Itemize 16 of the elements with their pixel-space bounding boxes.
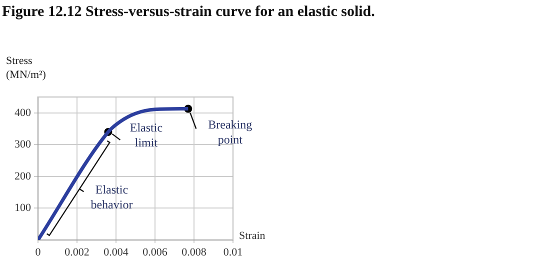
y-tick-label: 300 (14, 138, 32, 151)
x-axis-title: Strain (239, 230, 266, 242)
x-tick-label: 0.002 (64, 246, 90, 258)
annotation: Elastic limit (130, 120, 163, 150)
annotation: Elastic behavior (90, 182, 133, 212)
y-tick-label: 200 (14, 170, 32, 182)
y-tick-label: 100 (14, 202, 32, 214)
x-tick-label: 0.01 (223, 246, 243, 258)
x-tick-label: 0.008 (182, 246, 207, 258)
chart-title: Figure 12.12 Stress-versus-strain curve for an elastic solid. (2, 4, 375, 21)
annotation: Breaking point (208, 117, 252, 146)
x-tick-label: 0.004 (104, 246, 129, 258)
y-tick-label: 400 (14, 106, 32, 119)
x-tick-label: 0 (35, 246, 42, 258)
y-axis-title: Stress (MN/m²) (6, 54, 47, 82)
x-tick-label: 0.006 (142, 246, 168, 258)
